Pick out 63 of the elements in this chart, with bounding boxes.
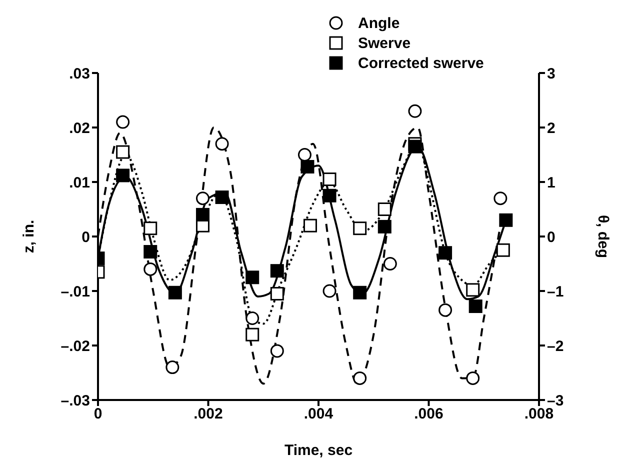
x-tick-label: .004 — [304, 406, 334, 423]
x-tick-label: .006 — [414, 406, 444, 423]
point — [303, 218, 317, 232]
point — [408, 140, 422, 154]
point — [215, 137, 229, 151]
point — [466, 371, 480, 385]
point — [270, 286, 284, 300]
point — [468, 300, 482, 314]
y-tick-label: .01 — [69, 174, 90, 192]
point — [322, 284, 336, 298]
point — [270, 344, 284, 358]
point — [438, 246, 452, 260]
y2-tick-label: –1 — [547, 283, 564, 300]
point — [496, 243, 510, 257]
point — [116, 115, 130, 129]
point — [494, 192, 508, 206]
legend-label: Swerve — [358, 34, 411, 52]
point — [116, 168, 130, 182]
point — [215, 190, 229, 204]
point — [353, 286, 367, 300]
point — [322, 172, 336, 186]
y-tick-label: 0 — [82, 228, 90, 246]
point — [438, 303, 452, 317]
point — [353, 222, 367, 236]
y2-tick-label: 3 — [547, 65, 556, 82]
y2-tick-label: 0 — [547, 228, 556, 246]
y-axis-title: z, in. — [20, 220, 38, 254]
y-tick-label: –.03 — [60, 392, 90, 410]
point — [378, 220, 392, 234]
point — [166, 360, 180, 374]
y-tick-label: –.01 — [60, 283, 90, 300]
point — [499, 213, 513, 227]
point — [353, 371, 367, 385]
point — [168, 286, 182, 300]
y2-tick-label: –2 — [547, 338, 564, 355]
point — [196, 208, 210, 222]
x-axis-title: Time, sec — [284, 442, 353, 459]
x-tick-label: 0 — [94, 406, 102, 423]
legend-label: Corrected swerve — [358, 54, 484, 72]
point — [116, 145, 130, 159]
point — [300, 160, 314, 174]
y2-tick-label: 2 — [547, 120, 556, 137]
point — [378, 202, 392, 216]
point — [383, 257, 397, 270]
point — [246, 328, 260, 342]
point — [144, 245, 158, 259]
y2-axis-title: θ, deg — [594, 214, 612, 258]
point — [298, 148, 312, 162]
point — [270, 264, 284, 278]
point — [144, 262, 158, 276]
x-tick-label: .002 — [194, 406, 223, 423]
y-tick-label: –.02 — [60, 338, 90, 355]
point — [144, 222, 158, 236]
point — [408, 104, 422, 118]
y-tick-label: .02 — [69, 120, 90, 137]
point — [196, 192, 210, 206]
point — [322, 188, 336, 202]
legend-label: Angle — [358, 14, 400, 32]
y2-tick-label: 1 — [547, 174, 556, 192]
point — [246, 270, 260, 284]
point — [466, 283, 480, 297]
point — [246, 312, 260, 325]
y-tick-label: .03 — [69, 65, 90, 82]
